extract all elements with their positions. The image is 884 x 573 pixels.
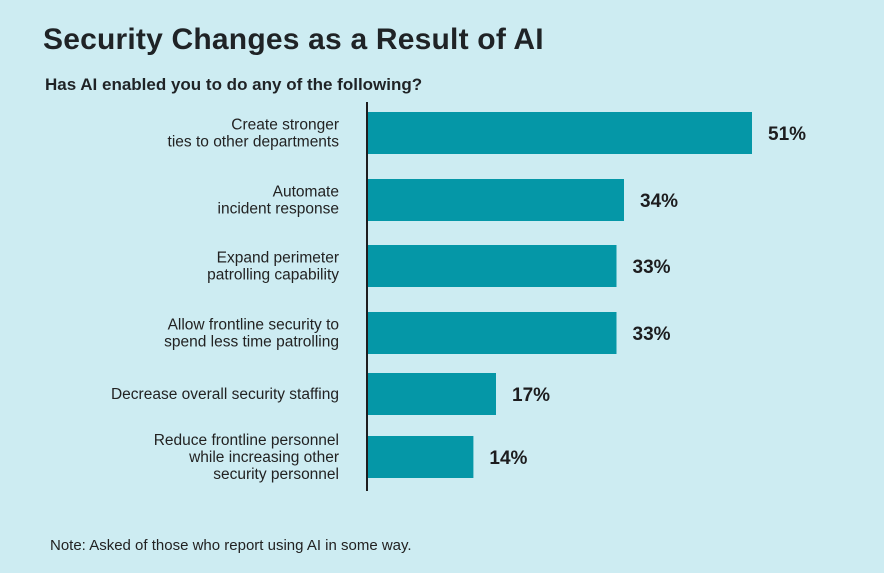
value-label-4: 33% [633, 324, 671, 345]
value-label-5: 17% [512, 385, 550, 406]
chart-subtitle: Has AI enabled you to do any of the foll… [45, 75, 423, 94]
bar-3 [368, 245, 617, 287]
bar-4 [368, 312, 617, 354]
value-label-1: 51% [768, 124, 806, 145]
bar-6 [368, 436, 474, 478]
value-label-6: 14% [489, 448, 527, 469]
bars-layer: 51% Create stronger ties to other departme… [111, 112, 806, 483]
bar-2 [368, 179, 624, 221]
category-label-4: Allow frontline security to spend less ti… [164, 317, 339, 351]
value-label-2: 34% [640, 191, 678, 212]
chart-note: Note: Asked of those who report using AI… [50, 537, 412, 554]
category-label-1: Create stronger ties to other departments [168, 117, 340, 151]
chart-title: Security Changes as a Result of AI [43, 23, 544, 56]
category-label-5: Decrease overall security staffing [111, 386, 339, 403]
value-label-3: 33% [633, 257, 671, 278]
category-label-3: Expand perimeter patrolling capability [207, 250, 339, 284]
bar-1 [368, 112, 752, 154]
category-label-2: Automate incident response [218, 184, 340, 218]
bar-5 [368, 373, 496, 415]
category-label-6: Reduce frontline personnel while increasi… [154, 432, 339, 483]
